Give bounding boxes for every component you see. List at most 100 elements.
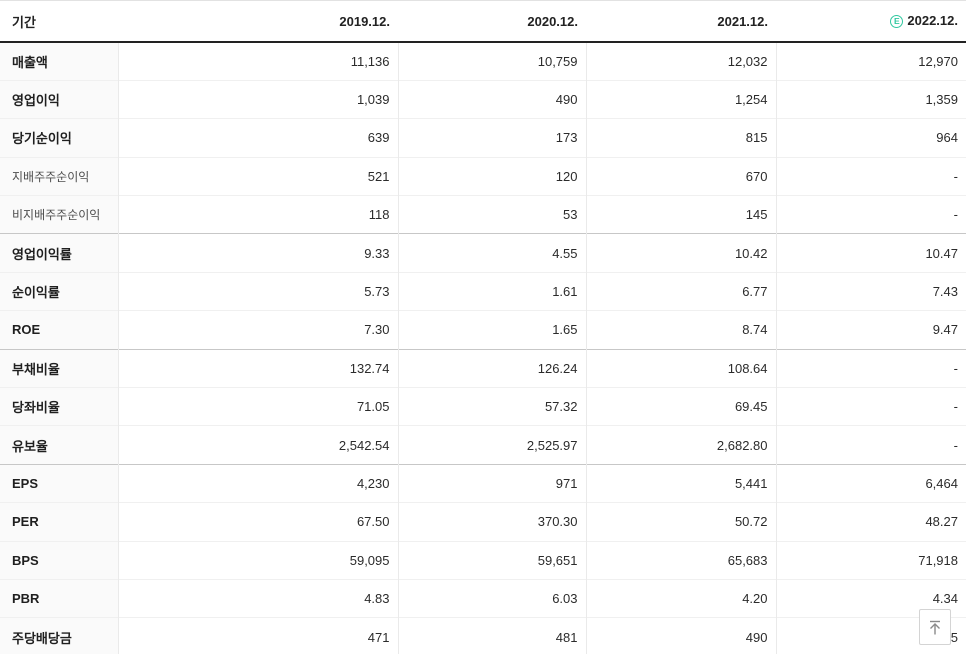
year-header-2019: 2019.12. [118, 0, 398, 43]
cell-value: - [775, 156, 966, 196]
row-label: EPS [0, 463, 118, 503]
table-body: 매출액 11,136 10,759 12,032 12,970 영업이익 1,0… [0, 42, 966, 654]
cell-value: 53 [397, 195, 586, 234]
cell-value: 8.74 [585, 310, 776, 350]
row-label: BPS [0, 540, 118, 580]
period-header: 기간 [0, 0, 118, 43]
cell-value: 10,759 [397, 42, 586, 81]
cell-value: 1.65 [397, 310, 586, 350]
cell-value: 71.05 [117, 387, 398, 426]
cell-value: 108.64 [585, 348, 776, 388]
table-row: 영업이익 1,039 490 1,254 1,359 [0, 79, 966, 119]
cell-value: 59,095 [117, 540, 398, 580]
cell-value: - [775, 195, 966, 234]
cell-value: - [775, 425, 966, 465]
row-label: ROE [0, 310, 118, 350]
cell-value: 173 [397, 118, 586, 158]
cell-value: 59,651 [397, 540, 586, 580]
cell-value: 4.55 [397, 233, 586, 273]
cell-value: 50.72 [585, 502, 776, 542]
cell-value: 1,359 [775, 79, 966, 119]
cell-value: 9.47 [775, 310, 966, 350]
cell-value: 48.27 [775, 502, 966, 542]
table-row: 주당배당금 471 481 490 505 [0, 617, 966, 654]
row-label: 순이익률 [0, 271, 118, 311]
table-row: EPS 4,230 971 5,441 6,464 [0, 463, 966, 503]
cell-value: - [775, 387, 966, 426]
table-row: 유보율 2,542.54 2,525.97 2,682.80 - [0, 425, 966, 465]
cell-value: 670 [585, 156, 776, 196]
cell-value: 65,683 [585, 540, 776, 580]
cell-value: 471 [117, 617, 398, 654]
cell-value: 118 [117, 195, 398, 234]
cell-value: 7.30 [117, 310, 398, 350]
cell-value: 6,464 [775, 463, 966, 503]
year-header-2022-estimate: E 2022.12. [776, 0, 966, 43]
cell-value: 11,136 [117, 42, 398, 81]
cell-value: 12,970 [775, 42, 966, 81]
cell-value: 490 [397, 79, 586, 119]
table-row: BPS 59,095 59,651 65,683 71,918 [0, 540, 966, 580]
cell-value: 12,032 [585, 42, 776, 81]
cell-value: 4.83 [117, 578, 398, 618]
row-label: 영업이익률 [0, 233, 118, 273]
cell-value: 971 [397, 463, 586, 503]
table-row: ROE 7.30 1.65 8.74 9.47 [0, 310, 966, 350]
cell-value: 7.43 [775, 271, 966, 311]
table-row: 순이익률 5.73 1.61 6.77 7.43 [0, 271, 966, 311]
table-row: 지배주주순이익 521 120 670 - [0, 156, 966, 196]
arrow-up-to-top-icon [930, 620, 940, 634]
table-header: 기간 2019.12. 2020.12. 2021.12. E 2022.12. [0, 0, 966, 43]
cell-value: 5.73 [117, 271, 398, 311]
table-row: 비지배주주순이익 118 53 145 - [0, 195, 966, 234]
row-label: 당좌비율 [0, 387, 118, 426]
table-row: 당기순이익 639 173 815 964 [0, 118, 966, 158]
cell-value: - [775, 348, 966, 388]
cell-value: 4.20 [585, 578, 776, 618]
cell-value: 6.03 [397, 578, 586, 618]
cell-value: 145 [585, 195, 776, 234]
cell-value: 1.61 [397, 271, 586, 311]
cell-value: 1,039 [117, 79, 398, 119]
cell-value: 490 [585, 617, 776, 654]
cell-value: 521 [117, 156, 398, 196]
cell-value: 6.77 [585, 271, 776, 311]
cell-value: 71,918 [775, 540, 966, 580]
cell-value: 10.47 [775, 233, 966, 273]
scroll-to-top-button[interactable] [919, 609, 951, 645]
row-label: 당기순이익 [0, 118, 118, 158]
cell-value: 815 [585, 118, 776, 158]
table-row: 매출액 11,136 10,759 12,032 12,970 [0, 42, 966, 81]
row-label: 부채비율 [0, 348, 118, 388]
table-row: PBR 4.83 6.03 4.20 4.34 [0, 578, 966, 618]
row-label: PBR [0, 578, 118, 618]
row-label: 지배주주순이익 [0, 156, 118, 196]
cell-value: 120 [397, 156, 586, 196]
cell-value: 10.42 [585, 233, 776, 273]
cell-value: 4,230 [117, 463, 398, 503]
cell-value: 2,682.80 [585, 425, 776, 465]
cell-value: 505 [775, 617, 966, 654]
cell-value: 2,525.97 [397, 425, 586, 465]
estimate-consensus-icon: E [890, 14, 904, 28]
table-row: 영업이익률 9.33 4.55 10.42 10.47 [0, 233, 966, 273]
cell-value: 370.30 [397, 502, 586, 542]
header-row: 기간 2019.12. 2020.12. 2021.12. E 2022.12. [0, 0, 966, 43]
cell-value: 964 [775, 118, 966, 158]
row-label: PER [0, 502, 118, 542]
table-row: 당좌비율 71.05 57.32 69.45 - [0, 387, 966, 426]
cell-value: 126.24 [397, 348, 586, 388]
cell-value: 69.45 [585, 387, 776, 426]
table-row: 부채비율 132.74 126.24 108.64 - [0, 348, 966, 388]
cell-value: 639 [117, 118, 398, 158]
row-label: 영업이익 [0, 79, 118, 119]
year-header-2020: 2020.12. [398, 0, 586, 43]
cell-value: 132.74 [117, 348, 398, 388]
table-row: PER 67.50 370.30 50.72 48.27 [0, 502, 966, 542]
row-label: 매출액 [0, 42, 118, 81]
cell-value: 9.33 [117, 233, 398, 273]
cell-value: 1,254 [585, 79, 776, 119]
year-header-label: 2022.12. [907, 13, 958, 29]
row-label: 주당배당금 [0, 617, 118, 654]
